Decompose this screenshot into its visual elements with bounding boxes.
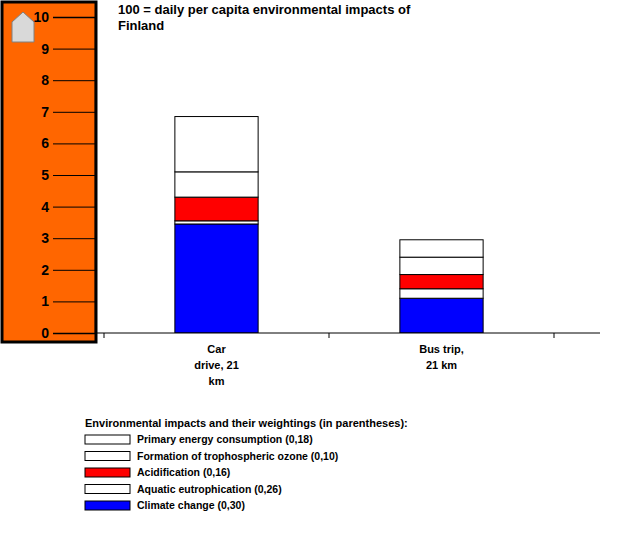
bars (175, 117, 483, 333)
bar-segment (400, 240, 483, 257)
y-tick: 1 (41, 293, 95, 309)
legend-item: Acidification (0,16) (85, 466, 230, 478)
y-tick-mark (53, 112, 95, 113)
legend-swatch (85, 435, 130, 444)
y-tick-mark (53, 301, 95, 302)
y-tick-label: 8 (41, 72, 49, 88)
y-tick: 7 (41, 104, 95, 120)
y-tick-mark (53, 270, 95, 271)
y-axis: 0 1 2 3 4 5 6 7 8 9 10 (33, 9, 95, 341)
legend-swatch (85, 452, 130, 461)
y-tick: 2 (41, 262, 95, 278)
chart: 0 1 2 3 4 5 6 7 8 9 10 Cardrive, 21km Bus trip,21 km… (0, 0, 618, 547)
y-tick-mark (53, 80, 95, 81)
legend-item: Climate change (0,30) (85, 499, 245, 511)
legend-label: Acidification (0,16) (137, 466, 230, 478)
legend-swatch (85, 501, 130, 510)
x-axis: Cardrive, 21km Bus trip,21 km (95, 333, 600, 387)
bar-segment (175, 197, 258, 221)
y-tick: 3 (41, 230, 95, 246)
legend-title: Environmental impacts and their weightin… (85, 417, 408, 429)
category-separator (554, 333, 555, 338)
ruler (2, 2, 96, 342)
y-tick-mark (53, 333, 95, 334)
y-tick-mark (53, 207, 95, 208)
y-tick-label: 1 (41, 293, 49, 309)
legend-label: Climate change (0,30) (137, 499, 245, 511)
category-separator (104, 333, 105, 338)
x-tick: Bus trip,21 km (419, 333, 464, 371)
bar-segment (400, 298, 483, 333)
y-tick-label: 3 (41, 230, 49, 246)
x-tick: Cardrive, 21km (194, 333, 239, 387)
y-axis-line (53, 18, 96, 334)
y-tick-label: 6 (41, 135, 49, 151)
y-tick-mark (53, 17, 95, 18)
bar-segment (175, 172, 258, 197)
y-tick: 0 (41, 325, 95, 341)
bar-segment (400, 289, 483, 298)
legend-label: Primary energy consumption (0,18) (137, 433, 313, 445)
legend-item: Aquatic eutrophication (0,26) (85, 483, 282, 495)
legend-swatch (85, 468, 130, 477)
y-tick-mark (53, 238, 95, 239)
x-tick-label: Bus trip,21 km (419, 343, 464, 371)
y-tick-mark (53, 175, 95, 176)
bar-segment (175, 224, 258, 333)
x-axis-line (95, 333, 600, 334)
legend-label: Aquatic eutrophication (0,26) (137, 483, 282, 495)
y-tick-label: 10 (33, 9, 49, 25)
y-tick-label: 5 (41, 167, 49, 183)
legend: Primary energy consumption (0,18) Formati… (85, 433, 338, 511)
y-tick-label: 7 (41, 104, 49, 120)
bar-segment (400, 275, 483, 289)
y-tick: 5 (41, 167, 95, 183)
y-tick: 9 (41, 41, 95, 57)
y-tick-label: 9 (41, 41, 49, 57)
legend-swatch (85, 485, 130, 494)
y-tick-mark (53, 143, 95, 144)
legend-item: Formation of trophospheric ozone (0,10) (85, 450, 338, 462)
bar-segment (175, 117, 258, 172)
y-tick: 10 (33, 9, 95, 25)
category-separator (329, 333, 330, 338)
y-tick: 4 (41, 199, 95, 215)
y-tick-label: 0 (41, 325, 49, 341)
x-tick-label: Cardrive, 21km (194, 343, 239, 387)
house-icon (12, 12, 34, 42)
y-tick-label: 2 (41, 262, 49, 278)
bar-segment (400, 257, 483, 274)
y-tick-label: 4 (41, 199, 49, 215)
y-tick: 8 (41, 72, 95, 88)
legend-item: Primary energy consumption (0,18) (85, 433, 313, 445)
y-tick-mark (53, 49, 95, 50)
legend-label: Formation of trophospheric ozone (0,10) (137, 450, 338, 462)
title: 100 = daily per capita environmental imp… (118, 2, 411, 33)
y-tick: 6 (41, 135, 95, 151)
